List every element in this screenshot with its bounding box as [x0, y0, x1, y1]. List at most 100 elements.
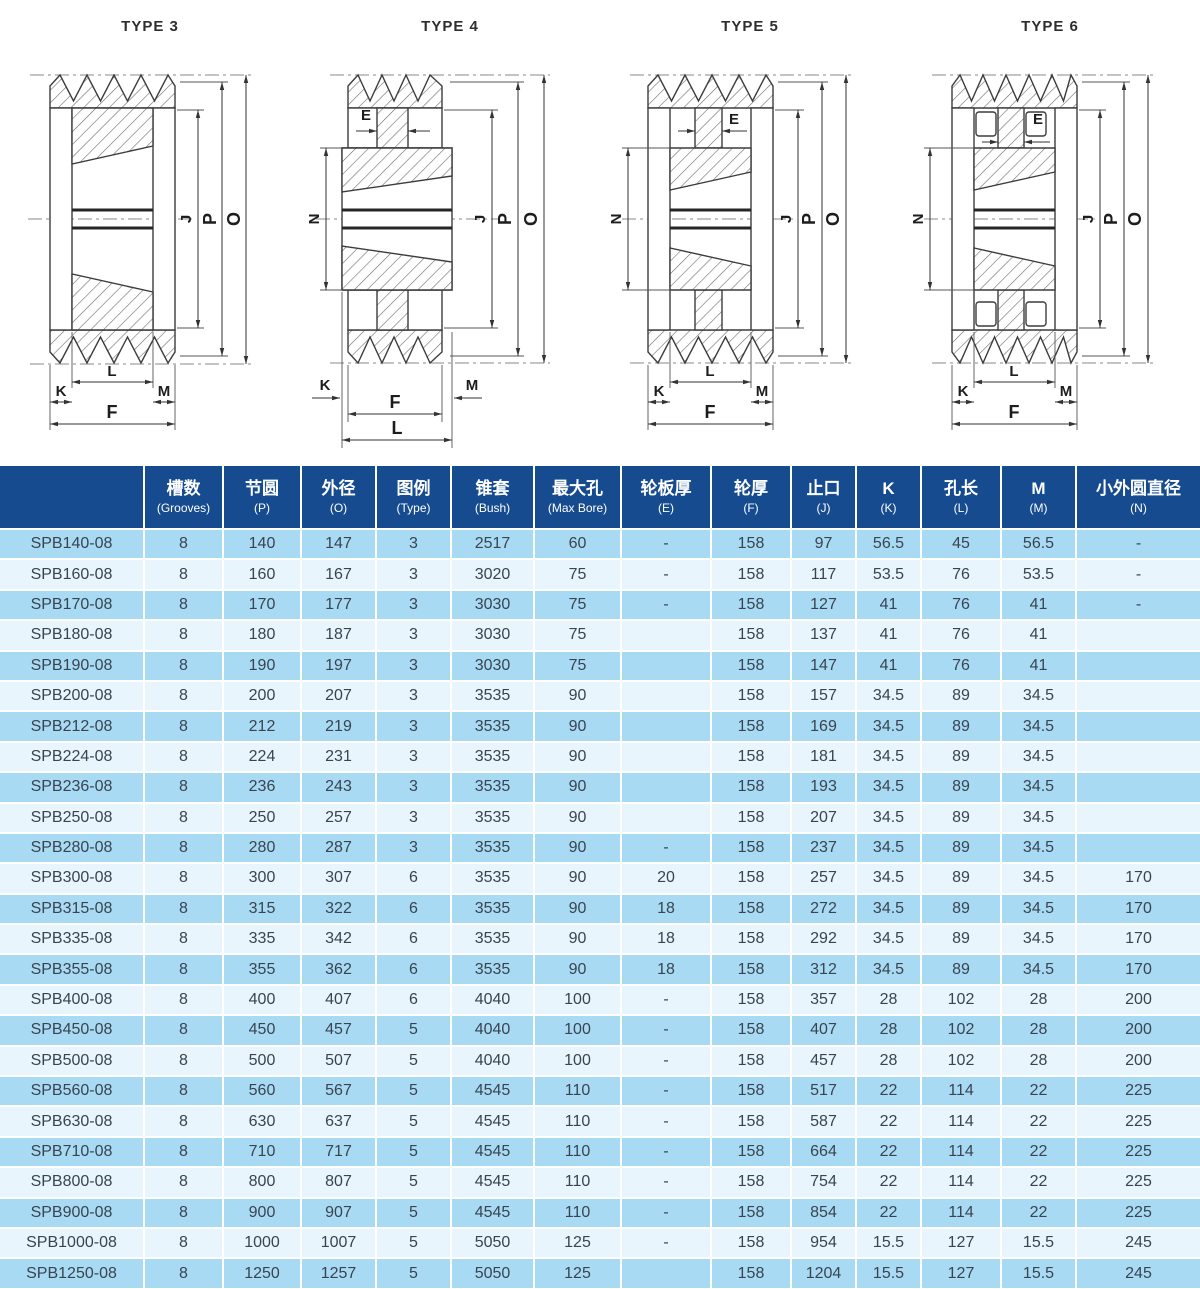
pulley-diagram-type-6: TYPE 6	[900, 0, 1200, 466]
table-row: SPB224-08 8 224 231 3 3535 90 158 181 34.5 89 34.5	[0, 740, 1200, 772]
value-cell: 34.5	[855, 679, 920, 711]
dim-label-p: P	[200, 213, 220, 225]
value-cell: 158	[710, 983, 790, 1015]
value-cell: 28	[1000, 1014, 1075, 1045]
value-cell: 8	[143, 1044, 222, 1076]
value-cell: 127	[920, 1226, 1000, 1258]
value-cell: 3	[375, 710, 450, 741]
value-cell: -	[620, 1105, 710, 1136]
value-cell	[620, 801, 710, 832]
table-row: SPB280-08 8 280 287 3 3535 90-158 237 34.5 89 34.5	[0, 831, 1200, 863]
value-cell: 158	[710, 740, 790, 772]
value-cell: 158	[710, 1044, 790, 1076]
value-cell: 147	[790, 649, 855, 680]
table-row: SPB450-08 8 450 457 5 4040 100-158 407 28 102 28 20…	[0, 1014, 1200, 1045]
value-cell: 110	[533, 1135, 620, 1167]
value-cell: 34.5	[1000, 831, 1075, 863]
value-cell: 3535	[450, 923, 533, 954]
value-cell: 3	[375, 831, 450, 863]
value-cell: 225	[1075, 1166, 1200, 1197]
value-cell: 200	[1075, 1014, 1200, 1045]
value-cell: 3535	[450, 771, 533, 802]
value-cell: 34.5	[855, 771, 920, 802]
value-cell: 34.5	[855, 862, 920, 893]
table-row: SPB710-08 8 710 717 5 4545 110-158 664 22 114 22 22…	[0, 1135, 1200, 1167]
table-row: SPB190-08 8 190 197 3 3030 75 158 147 41 76 41	[0, 649, 1200, 680]
value-cell: 3	[375, 528, 450, 559]
value-cell: -	[620, 983, 710, 1015]
value-cell: 89	[920, 679, 1000, 711]
value-cell: 3	[375, 558, 450, 589]
value-cell: 3030	[450, 588, 533, 620]
dim-label-j: J	[472, 215, 489, 223]
value-cell: 22	[1000, 1075, 1075, 1106]
value-cell: 114	[920, 1166, 1000, 1197]
value-cell: 5	[375, 1257, 450, 1288]
value-cell: -	[1075, 558, 1200, 589]
dim-label-j: J	[178, 215, 195, 223]
value-cell: 3	[375, 740, 450, 772]
value-cell: 158	[710, 1135, 790, 1167]
value-cell: 236	[222, 771, 300, 802]
value-cell: -	[620, 1166, 710, 1197]
header-l: 孔长 (L)	[920, 466, 1000, 528]
value-cell: 41	[1000, 619, 1075, 650]
value-cell: 807	[300, 1166, 375, 1197]
value-cell: 90	[533, 801, 620, 832]
value-cell: 3535	[450, 953, 533, 984]
value-cell: 637	[300, 1105, 375, 1136]
value-cell	[620, 679, 710, 711]
value-cell: 507	[300, 1044, 375, 1076]
value-cell: 8	[143, 710, 222, 741]
table-row: SPB500-08 8 500 507 5 4040 100-158 457 28 102 28 20…	[0, 1044, 1200, 1076]
value-cell: 158	[710, 953, 790, 984]
value-cell: 15.5	[855, 1257, 920, 1288]
model-cell: SPB800-08	[0, 1166, 143, 1197]
model-cell: SPB400-08	[0, 983, 143, 1015]
dim-label-l: L	[1009, 363, 1018, 380]
value-cell: 6	[375, 892, 450, 924]
value-cell: 3	[375, 619, 450, 650]
value-cell: 200	[1075, 983, 1200, 1015]
value-cell: 158	[710, 1196, 790, 1227]
value-cell: 89	[920, 710, 1000, 741]
value-cell: 34.5	[1000, 923, 1075, 954]
value-cell: 56.5	[855, 528, 920, 559]
diagram-title: TYPE 6	[1021, 18, 1079, 35]
value-cell: 4545	[450, 1105, 533, 1136]
model-cell: SPB710-08	[0, 1135, 143, 1167]
value-cell: 158	[710, 923, 790, 954]
value-cell: 170	[1075, 923, 1200, 954]
value-cell: 22	[1000, 1196, 1075, 1227]
value-cell: -	[620, 588, 710, 620]
table-row: SPB180-08 8 180 187 3 3030 75 158 137 41 76 41	[0, 619, 1200, 650]
value-cell: 127	[920, 1257, 1000, 1288]
value-cell	[620, 710, 710, 741]
value-cell: 117	[790, 558, 855, 589]
value-cell	[1075, 740, 1200, 772]
value-cell: 76	[920, 588, 1000, 620]
value-cell: -	[620, 1226, 710, 1258]
table-row: SPB355-08 8 355 362 6 3535 90 18 158 312 34.5 89 34.…	[0, 953, 1200, 984]
table-header: 槽数 (Grooves) 节圆 (P) 外径 (O) 图例 (Type) 锥套 (Bush…	[0, 466, 1200, 528]
value-cell: 158	[710, 710, 790, 741]
value-cell: 41	[1000, 649, 1075, 680]
model-cell: SPB315-08	[0, 892, 143, 924]
value-cell: 197	[300, 649, 375, 680]
value-cell: 560	[222, 1075, 300, 1106]
dim-label-j: J	[1080, 215, 1097, 223]
table-row: SPB300-08 8 300 307 6 3535 90 20 158 257 34.5 89 34.…	[0, 862, 1200, 893]
value-cell: 28	[855, 1014, 920, 1045]
model-cell: SPB335-08	[0, 923, 143, 954]
value-cell: -	[1075, 588, 1200, 620]
pulley-diagram-type-4: TYPE 4 E	[300, 0, 600, 466]
value-cell: 158	[710, 892, 790, 924]
value-cell: 231	[300, 740, 375, 772]
value-cell: 90	[533, 923, 620, 954]
value-cell: 717	[300, 1135, 375, 1167]
value-cell: 4545	[450, 1135, 533, 1167]
table-row: SPB170-08 8 170 177 3 3030 75-158 127 41 76 41-	[0, 588, 1200, 620]
value-cell: 907	[300, 1196, 375, 1227]
value-cell: 8	[143, 831, 222, 863]
value-cell: 158	[710, 588, 790, 620]
